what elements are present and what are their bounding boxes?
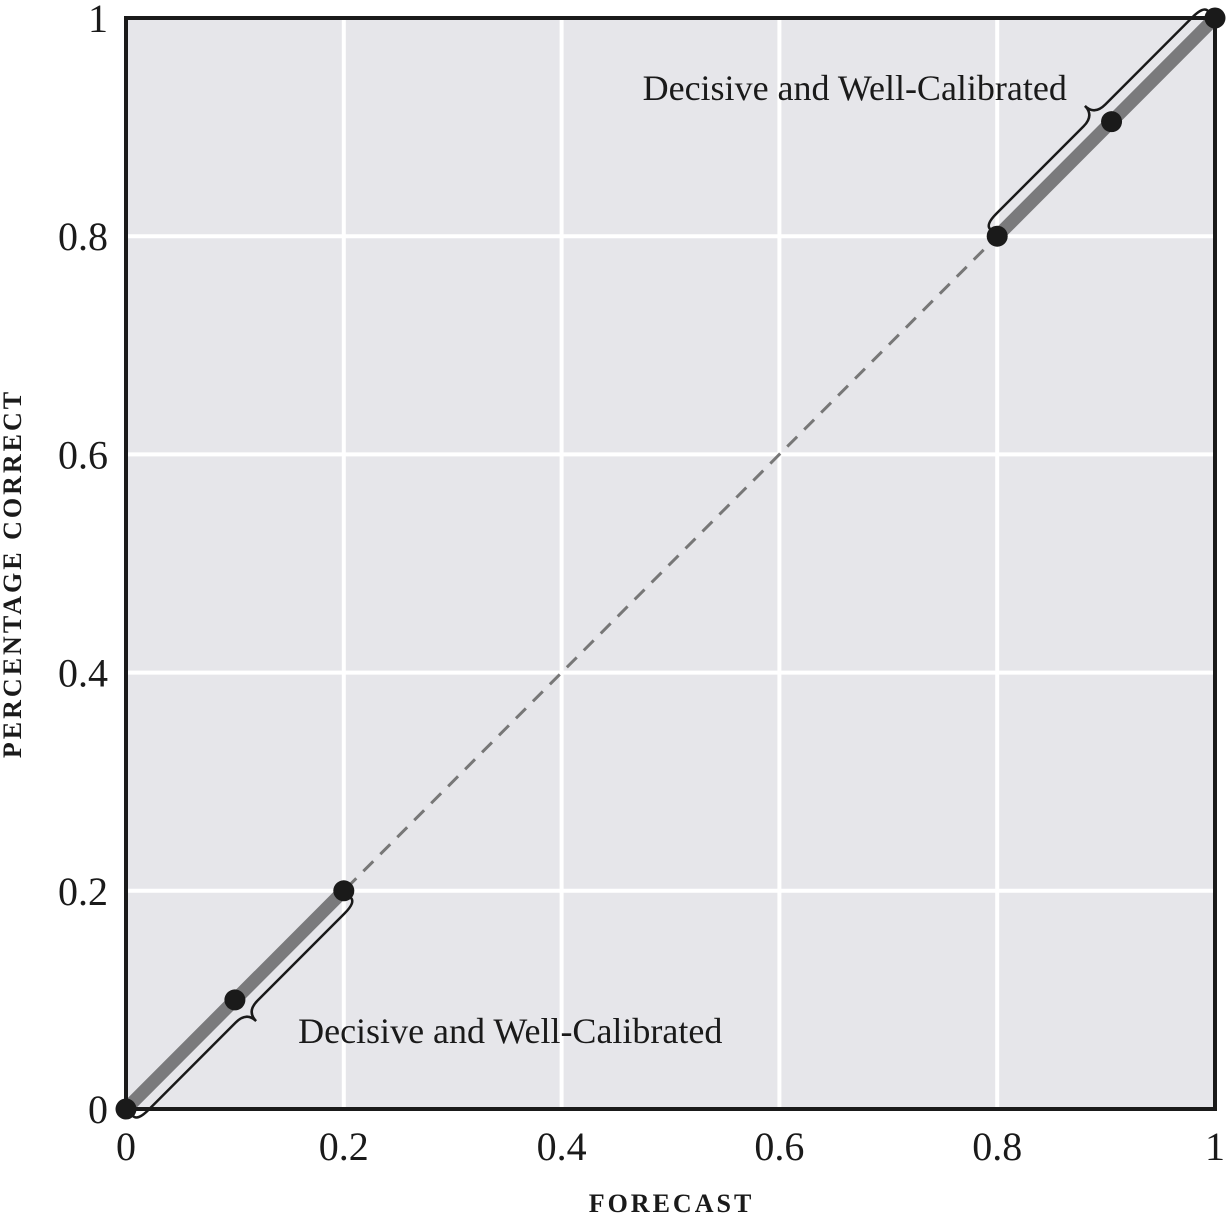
x-tick-label-3: 0.6	[754, 1124, 804, 1169]
x-tick-label-1: 0.2	[319, 1124, 369, 1169]
data-points	[115, 7, 1226, 1120]
annotation-braces	[131, 8, 1210, 1119]
y-axis-label: PERCENTAGE CORRECT	[0, 389, 27, 758]
y-tick-label-5: 1	[88, 0, 108, 41]
y-tick-labels: 0 0.2 0.4 0.6 0.8 1	[58, 0, 108, 1132]
x-tick-label-5: 1	[1205, 1124, 1225, 1169]
x-tick-label-2: 0.4	[537, 1124, 587, 1169]
annotation-brace-lower	[131, 896, 354, 1119]
y-tick-label-1: 0.2	[58, 869, 108, 914]
data-point-1	[224, 989, 246, 1011]
plot-frame	[124, 16, 1217, 1111]
y-tick-label-2: 0.4	[58, 651, 108, 696]
data-point-2	[333, 880, 355, 902]
annotation-brace-upper	[987, 8, 1210, 231]
data-point-3	[986, 225, 1008, 247]
y-tick-label-4: 0.8	[58, 214, 108, 259]
annotation-label-upper: Decisive and Well-Calibrated	[643, 68, 1067, 108]
y-tick-label-0: 0	[88, 1087, 108, 1132]
grid-lines	[126, 18, 1215, 1109]
x-tick-label-0: 0	[116, 1124, 136, 1169]
x-axis-label: FORECAST	[589, 1189, 755, 1215]
x-tick-labels: 0 0.2 0.4 0.6 0.8 1	[116, 1124, 1225, 1169]
x-tick-label-4: 0.8	[972, 1124, 1022, 1169]
annotation-label-lower: Decisive and Well-Calibrated	[298, 1011, 722, 1051]
y-tick-label-3: 0.6	[58, 432, 108, 477]
data-point-4	[1101, 111, 1123, 133]
